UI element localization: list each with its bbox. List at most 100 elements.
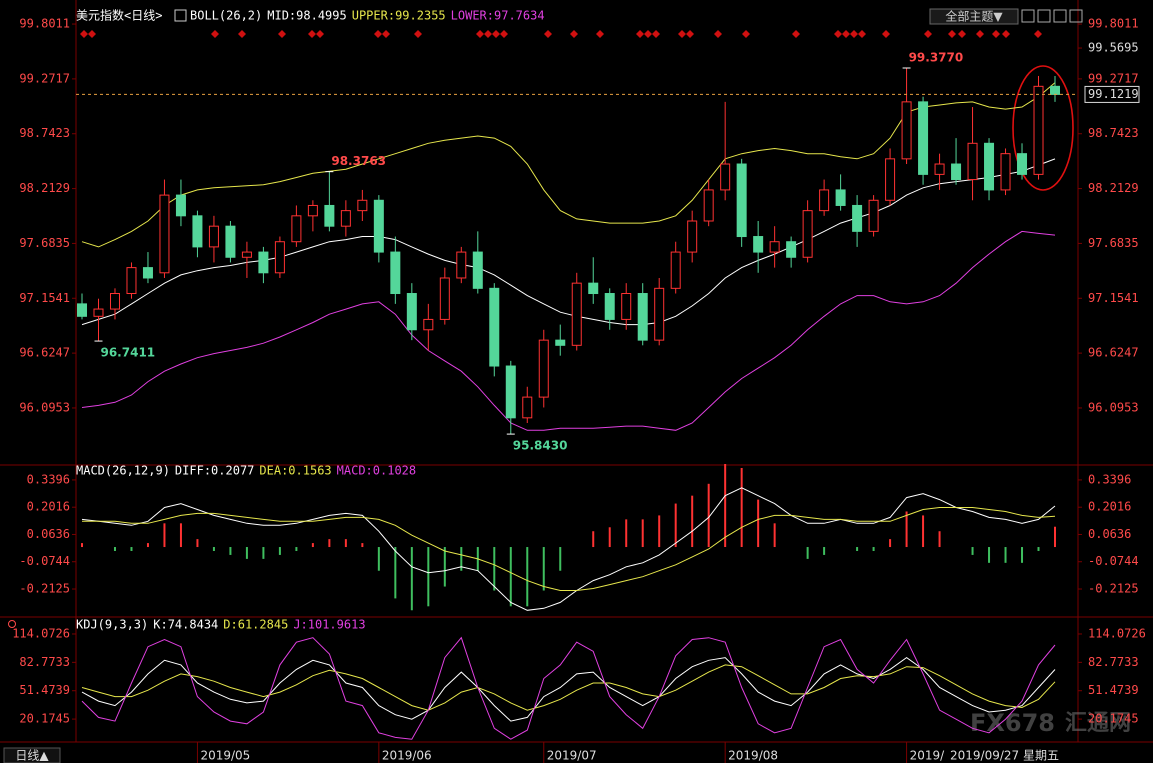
signal-diamond bbox=[1002, 30, 1010, 38]
y-tick-label: 51.4739 bbox=[19, 683, 70, 697]
candle-body bbox=[340, 210, 351, 227]
candle-body bbox=[538, 339, 549, 398]
x-tick-label: 2019/06 bbox=[382, 749, 432, 763]
candle-body bbox=[522, 396, 533, 419]
y-tick-label: 0.2016 bbox=[1088, 500, 1131, 514]
candle-body bbox=[901, 101, 912, 160]
signal-diamond bbox=[678, 30, 686, 38]
watermark: FX678 bbox=[970, 709, 1055, 737]
y-tick-label: 99.8011 bbox=[19, 17, 70, 31]
y-tick-label: 99.2717 bbox=[1088, 71, 1139, 85]
candle-body bbox=[720, 163, 731, 191]
theme-button-label[interactable]: 全部主题▼ bbox=[945, 9, 1003, 24]
signal-diamond bbox=[500, 30, 508, 38]
y-tick-label: 97.6835 bbox=[1088, 236, 1139, 250]
icon[interactable] bbox=[1021, 9, 1035, 23]
candle-body bbox=[472, 251, 483, 289]
candle-body bbox=[505, 365, 516, 419]
signal-diamond bbox=[544, 30, 552, 38]
y-tick-label: 99.5695 bbox=[1088, 41, 1139, 55]
signal-diamond bbox=[211, 30, 219, 38]
legend-text: J:101.9613 bbox=[293, 618, 365, 632]
signal-diamond bbox=[948, 30, 956, 38]
signal-diamond bbox=[414, 30, 422, 38]
y-tick-label: 97.6835 bbox=[19, 236, 70, 250]
y-tick-label: 98.7423 bbox=[1088, 126, 1139, 140]
signal-diamond bbox=[924, 30, 932, 38]
series-line bbox=[81, 664, 1056, 711]
candle-body bbox=[868, 199, 879, 232]
candle-body bbox=[769, 241, 780, 253]
candle-body bbox=[241, 251, 252, 258]
theme-button[interactable] bbox=[929, 8, 1019, 25]
y-tick-label: 96.0953 bbox=[19, 400, 70, 414]
y-tick-label: 97.1541 bbox=[19, 291, 70, 305]
highlight-ellipse bbox=[1012, 65, 1074, 191]
y-tick-label: 99.8011 bbox=[1088, 17, 1139, 31]
candle-body bbox=[984, 142, 995, 191]
candle-body bbox=[835, 189, 846, 206]
y-tick-label: 98.2129 bbox=[1088, 181, 1139, 195]
candle-body bbox=[571, 282, 582, 346]
signal-diamond bbox=[278, 30, 286, 38]
last-price-label: 99.1219 bbox=[1088, 87, 1139, 101]
candle-body bbox=[109, 293, 120, 310]
series-line bbox=[81, 487, 1056, 611]
annotation-label: 98.3763 bbox=[331, 154, 386, 168]
candle-body bbox=[324, 204, 335, 227]
candle-body bbox=[1000, 153, 1011, 191]
candle-body bbox=[802, 210, 813, 258]
candle-body bbox=[258, 251, 269, 274]
signal-diamond bbox=[834, 30, 842, 38]
y-tick-label: 51.4739 bbox=[1088, 683, 1139, 697]
series-line bbox=[82, 507, 1056, 591]
signal-diamond bbox=[652, 30, 660, 38]
series-line bbox=[81, 230, 1056, 431]
signal-diamond bbox=[316, 30, 324, 38]
y-tick-label: 97.1541 bbox=[1088, 291, 1139, 305]
candle-body bbox=[423, 318, 434, 331]
y-tick-label: 20.1745 bbox=[1088, 712, 1139, 726]
y-tick-label: 82.7733 bbox=[1088, 655, 1139, 669]
signal-diamond bbox=[88, 30, 96, 38]
candle-body bbox=[390, 251, 401, 295]
candle-body bbox=[406, 293, 417, 331]
signal-diamond bbox=[636, 30, 644, 38]
signal-diamond bbox=[484, 30, 492, 38]
candle-body bbox=[1017, 153, 1028, 175]
candle-body bbox=[439, 277, 450, 320]
icon[interactable] bbox=[1053, 9, 1067, 23]
candle-body bbox=[489, 287, 500, 367]
icon[interactable] bbox=[1037, 9, 1051, 23]
window-icons bbox=[1021, 9, 1083, 23]
candle-body bbox=[126, 267, 137, 295]
period-button[interactable] bbox=[3, 747, 61, 763]
legend-text: MID:98.4995 bbox=[267, 9, 346, 23]
y-tick-label: 99.2717 bbox=[19, 71, 70, 85]
candle-body bbox=[77, 303, 87, 317]
candle-body bbox=[621, 293, 632, 320]
y-tick-label: 114.0726 bbox=[1088, 626, 1146, 640]
signal-diamond bbox=[238, 30, 246, 38]
candle-body bbox=[291, 215, 302, 243]
signal-diamond bbox=[792, 30, 800, 38]
candle-body bbox=[951, 163, 962, 181]
signal-diamond bbox=[644, 30, 652, 38]
y-tick-label: -0.2125 bbox=[1088, 582, 1139, 596]
y-tick-label: 96.0953 bbox=[1088, 400, 1139, 414]
candle-body bbox=[456, 251, 467, 279]
signal-diamond bbox=[492, 30, 500, 38]
period-label[interactable]: 日线▲ bbox=[15, 749, 49, 763]
candle-body bbox=[637, 293, 648, 341]
icon[interactable] bbox=[1069, 9, 1083, 23]
candle-body bbox=[654, 287, 665, 341]
candle-body bbox=[687, 220, 698, 253]
indicator-icon bbox=[174, 9, 187, 22]
candle-body bbox=[885, 158, 896, 201]
y-tick-label: 82.7733 bbox=[19, 655, 70, 669]
candle-body bbox=[1033, 85, 1044, 175]
candle-body bbox=[208, 225, 219, 248]
signal-diamond bbox=[476, 30, 484, 38]
y-tick-label: 0.0636 bbox=[27, 527, 70, 541]
